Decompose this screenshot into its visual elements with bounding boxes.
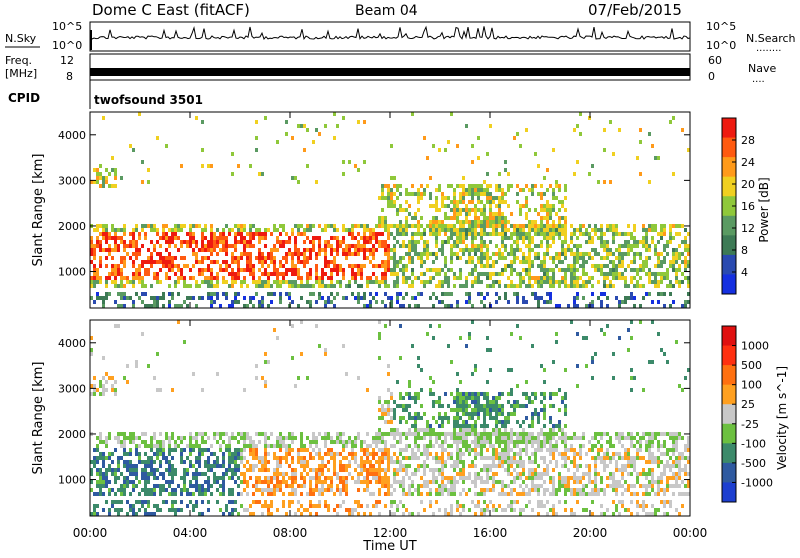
colorbar-swatch bbox=[722, 216, 736, 236]
colorbar-tick-label: 12 bbox=[741, 222, 755, 235]
colorbar-tick-label: -100 bbox=[741, 437, 766, 450]
cpid-value: twofsound 3501 bbox=[94, 93, 203, 107]
colorbar-swatch bbox=[722, 424, 736, 444]
nsky-tick-top: 10^5 bbox=[52, 20, 82, 33]
y-tick-label: 2000 bbox=[58, 220, 86, 233]
y-tick-label: 4000 bbox=[58, 129, 86, 142]
velocity-colorbar-label: Velocity [m s^-1] bbox=[775, 366, 789, 470]
power-ylabel: Slant Range [km] bbox=[31, 154, 46, 267]
colorbar-tick-label: 1000 bbox=[741, 340, 769, 353]
colorbar-swatch bbox=[722, 235, 736, 255]
y-tick-label: 3000 bbox=[58, 382, 86, 395]
x-tick-label: 20:00 bbox=[573, 526, 608, 540]
colorbar-swatch bbox=[722, 177, 736, 197]
x-tick-label: 08:00 bbox=[273, 526, 308, 540]
x-tick-label: 00:00 bbox=[73, 526, 108, 540]
y-tick-label: 3000 bbox=[58, 174, 86, 187]
colorbar-swatch bbox=[722, 326, 736, 346]
y-tick-label: 4000 bbox=[58, 337, 86, 350]
colorbar-tick-label: 16 bbox=[741, 200, 755, 213]
freq-tick-top: 12 bbox=[60, 54, 74, 67]
colorbar-swatch bbox=[722, 138, 736, 158]
power-colorbar-label: Power [dB] bbox=[757, 177, 771, 242]
freq-band bbox=[90, 68, 690, 76]
nsky-label: N.Sky bbox=[5, 32, 37, 45]
velocity-ylabel: Slant Range [km] bbox=[31, 362, 46, 475]
velocity-data bbox=[90, 320, 690, 516]
nave-tick-bottom: 0 bbox=[708, 70, 715, 83]
freq-panel bbox=[90, 54, 690, 80]
colorbar-swatch bbox=[722, 385, 736, 405]
colorbar-tick-label: 100 bbox=[741, 379, 762, 392]
freq-label-2: [MHz] bbox=[5, 67, 37, 80]
nsky-trace bbox=[90, 26, 690, 50]
colorbar-swatch bbox=[722, 157, 736, 177]
velocity-colorbar: 1000 500 100 25 -25 -100 -500 -1000 bbox=[722, 326, 773, 503]
freq-label-1: Freq. bbox=[5, 54, 32, 67]
colorbar-tick-label: 8 bbox=[741, 244, 748, 257]
colorbar-swatch bbox=[722, 346, 736, 366]
colorbar-tick-label: -25 bbox=[741, 418, 759, 431]
nsky-right-tick-bottom: 10^0 bbox=[706, 39, 736, 52]
colorbar-swatch bbox=[722, 274, 736, 294]
colorbar-swatch bbox=[722, 118, 736, 138]
nave-dots: .... bbox=[752, 74, 765, 85]
colorbar-tick-label: 500 bbox=[741, 359, 762, 372]
cpid-label: CPID bbox=[8, 91, 40, 105]
colorbar-swatch bbox=[722, 463, 736, 483]
colorbar-tick-label: 20 bbox=[741, 178, 755, 191]
colorbar-swatch bbox=[722, 443, 736, 463]
y-tick-label: 1000 bbox=[58, 266, 86, 279]
x-tick-label: 16:00 bbox=[473, 526, 508, 540]
power-colorbar: 28 24 20 16 12 8 4 bbox=[722, 118, 755, 295]
y-tick-label: 1000 bbox=[58, 474, 86, 487]
colorbar-tick-label: -500 bbox=[741, 457, 766, 470]
colorbar-swatch bbox=[722, 365, 736, 385]
colorbar-tick-label: 4 bbox=[741, 266, 748, 279]
x-tick-label: 00:00 bbox=[673, 526, 708, 540]
colorbar-tick-label: 24 bbox=[741, 156, 755, 169]
nsky-right-tick-top: 10^5 bbox=[706, 20, 736, 33]
colorbar-swatch bbox=[722, 482, 736, 502]
x-tick-label: 04:00 bbox=[173, 526, 208, 540]
x-tick-label: 12:00 bbox=[373, 526, 408, 540]
nsky-panel bbox=[90, 22, 690, 51]
nsearch-dots: ........ bbox=[756, 43, 781, 54]
nsky-tick-bottom: 10^0 bbox=[52, 39, 82, 52]
power-data bbox=[90, 112, 690, 308]
x-axis-label: Time UT bbox=[362, 539, 416, 554]
radar-title: Dome C East (fitACF) bbox=[92, 1, 250, 19]
beam-title: Beam 04 bbox=[355, 3, 418, 19]
y-tick-label: 2000 bbox=[58, 428, 86, 441]
colorbar-tick-label: 25 bbox=[741, 398, 755, 411]
colorbar-swatch bbox=[722, 404, 736, 424]
date-title: 07/Feb/2015 bbox=[588, 1, 682, 19]
colorbar-tick-label: -1000 bbox=[741, 476, 773, 489]
freq-tick-bottom: 8 bbox=[66, 70, 73, 83]
nave-tick-top: 60 bbox=[708, 54, 722, 67]
colorbar-tick-label: 28 bbox=[741, 134, 755, 147]
